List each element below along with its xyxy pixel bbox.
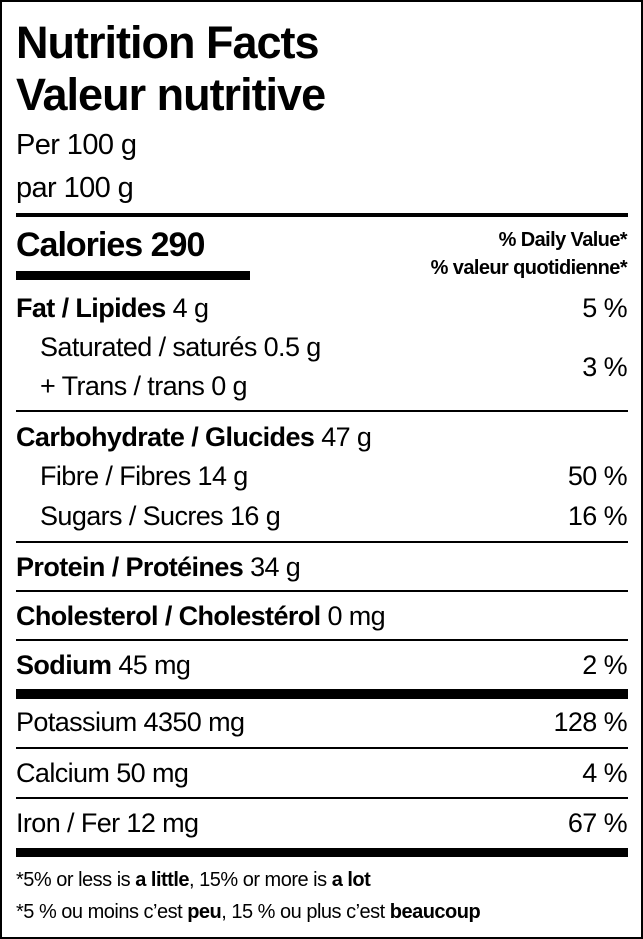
sugars-row: Sugars / Sucres 16 g — [40, 501, 281, 531]
trans-row: + Trans / trans 0 g — [40, 371, 248, 401]
iron-dv: 67 % — [567, 808, 628, 838]
calcium-dv: 4 % — [582, 758, 627, 788]
serving-en: Per 100 g — [16, 129, 137, 161]
calcium-row: Calcium 50 mg — [16, 758, 189, 788]
divider-thick — [16, 213, 628, 217]
carb-row: Carbohydrate / Glucides 47 g — [16, 422, 372, 452]
potassium-dv: 128 % — [553, 707, 627, 737]
sodium-row: Sodium 45 mg — [16, 650, 191, 680]
divider — [16, 541, 628, 543]
fat-row: Fat / Lipides 4 g — [16, 293, 209, 323]
protein-row: Protein / Protéines 34 g — [16, 552, 301, 582]
divider — [16, 639, 628, 641]
divider — [16, 410, 628, 412]
sat-trans-dv: 3 % — [582, 352, 627, 382]
sugars-dv: 16 % — [567, 501, 628, 531]
divider-thick — [16, 689, 628, 699]
divider — [16, 747, 628, 749]
calories-bar — [16, 271, 250, 280]
iron-row: Iron / Fer 12 mg — [16, 808, 199, 838]
potassium-row: Potassium 4350 mg — [16, 707, 245, 737]
title-en: Nutrition Facts — [16, 17, 320, 68]
daily-value-fr: % valeur quotidienne* — [430, 257, 628, 279]
fat-dv: 5 % — [582, 293, 627, 323]
footnote-fr: *5 % ou moins c’est peu, 15 % ou plus c’… — [16, 901, 481, 923]
title-fr: Valeur nutritive — [16, 69, 326, 120]
daily-value-en: % Daily Value* — [498, 229, 628, 251]
divider — [16, 797, 628, 799]
divider — [16, 590, 628, 592]
saturated-row: Saturated / saturés 0.5 g — [40, 332, 321, 362]
fibre-dv: 50 % — [567, 461, 628, 491]
serving-fr: par 100 g — [16, 172, 134, 204]
fibre-row: Fibre / Fibres 14 g — [40, 461, 248, 491]
calories: Calories 290 — [16, 226, 205, 264]
sodium-dv: 2 % — [582, 650, 627, 680]
cholesterol-row: Cholesterol / Cholestérol 0 mg — [16, 601, 386, 631]
divider-thick — [16, 848, 628, 857]
footnote-en: *5% or less is a little, 15% or more is … — [16, 869, 371, 891]
